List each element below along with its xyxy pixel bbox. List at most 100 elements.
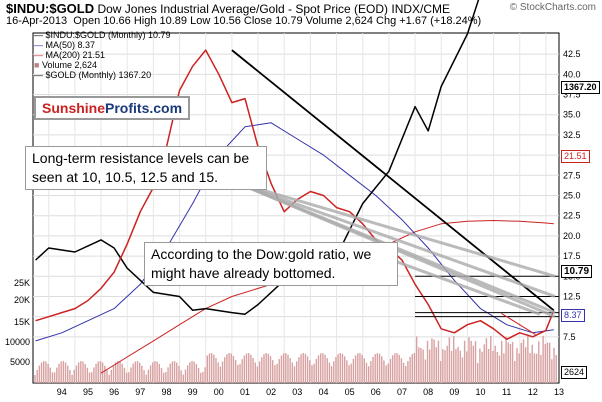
volume-bar (62, 361, 65, 383)
volume-bar (197, 367, 200, 383)
volume-bar (444, 350, 446, 383)
volume-bar (500, 340, 503, 383)
volume-bar (217, 362, 219, 383)
y-tick-label: 35.0 (563, 110, 581, 120)
volume-bar (213, 354, 215, 383)
volume-bar (535, 353, 538, 383)
volume-bar (232, 356, 235, 383)
volume-bar (326, 358, 328, 383)
volume-bar (424, 359, 427, 383)
volume-bar (457, 346, 459, 383)
chart-title: $INDU:$GOLD Dow Jones Industrial Average… (6, 1, 450, 16)
volume-bar (130, 367, 132, 383)
volume-bar (330, 366, 333, 383)
y-tick-label: 37.5 (563, 90, 581, 100)
volume-bar (548, 342, 551, 383)
volume-bar (206, 355, 208, 383)
volume-bar (540, 354, 542, 383)
volume-bar (38, 365, 41, 383)
volume-bar (132, 363, 134, 383)
volume-bar (202, 372, 204, 383)
badge-volume: 2624 (561, 366, 588, 379)
volume-bar (298, 357, 300, 383)
volume-bar (193, 361, 195, 383)
y-left-tick-label: 5000 (10, 357, 30, 367)
volume-bar (498, 355, 501, 383)
x-axis: 94 95 96 97 98 99 00 01 02 03 04 05 06 07 08 09 10 11 12 13 (57, 387, 564, 397)
volume-bar (359, 353, 361, 383)
volume-bar (459, 350, 461, 383)
chart-date-ohlc: 16-Apr-2013 Open 10.66 High 10.89 Low 10… (6, 15, 481, 27)
volume-bar (546, 342, 549, 383)
volume-bar (394, 353, 396, 383)
volume-bar (237, 364, 239, 383)
volume-bar (261, 357, 263, 383)
volume-bar (418, 347, 420, 383)
volume-bar (315, 359, 318, 383)
x-tick-label: 04 (318, 387, 328, 397)
volume-bar (455, 349, 457, 383)
volume-bar (296, 361, 298, 383)
volume-bar (522, 339, 525, 383)
volume-bar (433, 339, 435, 383)
volume-bar (463, 340, 466, 383)
x-tick-label: 05 (345, 387, 355, 397)
volume-bar (391, 355, 394, 383)
volume-bar (82, 361, 84, 383)
volume-bar (112, 365, 115, 383)
volume-bar (477, 362, 479, 383)
volume-bar (448, 337, 451, 383)
volume-bar (45, 361, 47, 383)
volume-bar (446, 345, 448, 383)
watermark: © StockCharts.com (509, 2, 596, 13)
volume-bar (378, 353, 381, 383)
volume-bar (381, 356, 383, 383)
volume-bar (350, 363, 352, 383)
volume-bar (254, 362, 256, 383)
x-tick-label: 06 (371, 387, 381, 397)
volume-bar (248, 353, 250, 383)
volume-bar (317, 355, 320, 383)
volume-bar (533, 353, 536, 383)
volume-bar (276, 363, 278, 383)
x-tick-label: 98 (161, 387, 171, 397)
y-axis-left: 25K 20K 15K 10000 5000 (5, 278, 30, 367)
volume-bar (435, 347, 437, 383)
volume-bar (485, 338, 488, 383)
volume-bar (372, 356, 374, 383)
volume-bar (91, 372, 93, 383)
volume-bar (189, 362, 191, 383)
volume-bar (402, 362, 405, 383)
volume-bar (474, 341, 477, 383)
volume-bar (97, 361, 99, 383)
volume-bar (269, 356, 272, 383)
volume-bar (544, 344, 547, 383)
volume-bar (256, 366, 259, 383)
volume-bar (69, 370, 71, 383)
x-tick-label: 03 (292, 387, 302, 397)
y-left-tick-label: 20K (14, 295, 30, 305)
logo-part1: Sunshine (42, 100, 106, 116)
volume-bar (149, 365, 152, 383)
y-tick-label: 42.5 (563, 49, 581, 59)
volume-bar (339, 353, 342, 383)
volume-bar (75, 365, 78, 383)
volume-bar (520, 342, 523, 383)
volume-bar (450, 350, 453, 383)
volume-bar (527, 335, 529, 383)
volume-bar (58, 363, 60, 383)
volume-bar (169, 363, 171, 383)
volume-bar (178, 365, 180, 383)
volume-bar (304, 353, 307, 383)
volume-bar (158, 364, 161, 383)
volume-bar (43, 361, 45, 383)
volume-bar (553, 347, 555, 383)
legend-item: ■ Volume 2,624 (34, 60, 97, 70)
volume-bar (156, 361, 158, 383)
volume-bar (93, 367, 95, 383)
x-tick-label: 95 (83, 387, 93, 397)
y-left-tick-label: 25K (14, 278, 30, 288)
volume-bar (472, 345, 475, 383)
volume-bar (143, 370, 145, 383)
